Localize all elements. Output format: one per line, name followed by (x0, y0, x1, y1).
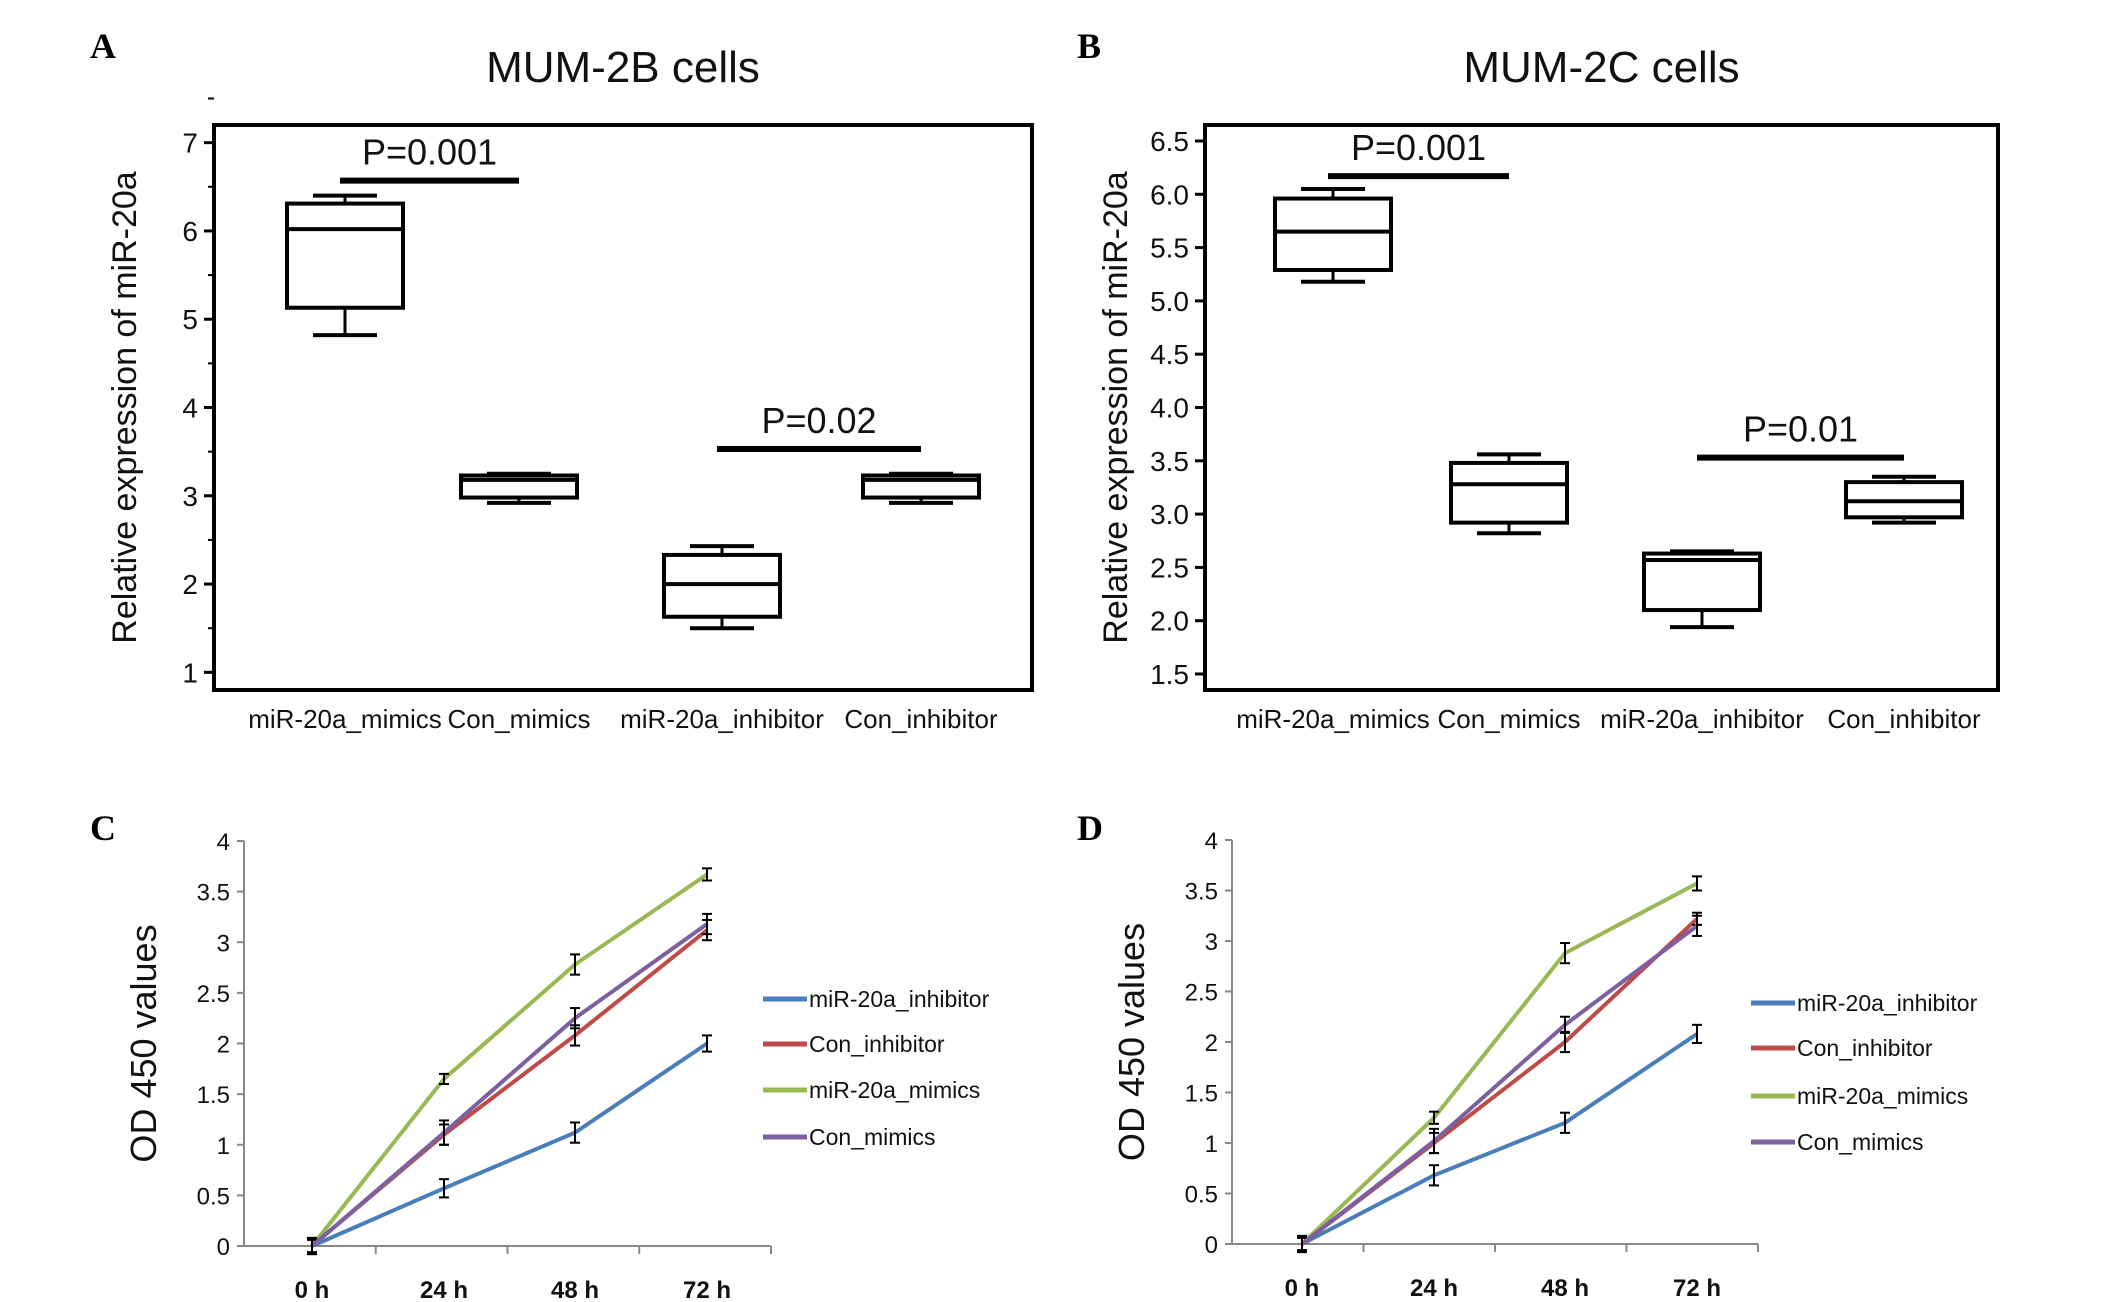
y-tick-label: 1 (1205, 1131, 1218, 1158)
y-tick-label: 1 (217, 1133, 230, 1160)
y-tick-label: 2.5 (197, 981, 230, 1008)
series-line (1301, 1032, 1699, 1246)
x-tick-label: 0 h (1285, 1275, 1320, 1302)
y-tick-label: 4 (1205, 828, 1218, 855)
x-tick-label: 0 h (295, 1277, 330, 1302)
legend-label: Con_inhibitor (1797, 1035, 1933, 1061)
y-tick-label: 1.5 (1150, 659, 1189, 690)
y-tick-label: 2.5 (1150, 552, 1189, 583)
series-line (1300, 924, 1699, 1246)
panel-a-boxplot: MUM-2B cells Relative expression of miR-2… (106, 43, 1034, 734)
y-tick-label: 3.5 (197, 880, 230, 907)
y-axis-label: Relative expression of miR-20a (106, 171, 144, 644)
y-tick-label: 1.5 (197, 1082, 230, 1109)
y-tick-label: 3.0 (1150, 499, 1189, 530)
p-value-label: P=0.02 (761, 400, 876, 441)
y-tick-label: 5.5 (1150, 233, 1189, 264)
panel-letter-d: D (1077, 808, 1103, 848)
y-tick-label: 1.5 (1185, 1081, 1218, 1108)
x-tick-label: Con_mimics (447, 704, 590, 734)
y-tick-label: 5 (182, 304, 198, 335)
y-axis-label: OD 450 values (1111, 923, 1152, 1161)
x-tick-label: 48 h (551, 1277, 599, 1302)
y-tick-label: 6 (182, 216, 198, 247)
x-tick-label: miR-20a_inhibitor (620, 704, 824, 734)
x-tick-label: Con_mimics (1437, 704, 1580, 734)
legend-label: Con_inhibitor (809, 1031, 945, 1057)
y-tick-label: 3 (1205, 929, 1218, 956)
y-tick-label: 5.0 (1150, 286, 1189, 317)
y-tick-label: 0 (217, 1234, 230, 1261)
series-line (1300, 881, 1698, 1246)
series-line (310, 928, 709, 1248)
y-tick-label: 2.5 (1185, 980, 1218, 1007)
legend-label: miR-20a_mimics (809, 1077, 980, 1103)
y-tick-label: 3 (217, 930, 230, 957)
y-tick-label: 4 (182, 393, 198, 424)
series-line (311, 1041, 709, 1248)
x-tick-label: 72 h (1673, 1275, 1721, 1302)
panel-b-boxplot: MUM-2C cells Relative expression of miR-2… (1097, 43, 2000, 734)
x-tick-label: miR-20a_mimics (1236, 704, 1430, 734)
x-tick-label: miR-20a_inhibitor (1600, 704, 1804, 734)
y-tick-label: 2 (1205, 1030, 1218, 1057)
y-tick-label: 4.0 (1150, 393, 1189, 424)
x-tick-label: 48 h (1541, 1275, 1589, 1302)
legend-label: miR-20a_mimics (1797, 1083, 1968, 1109)
y-tick-label: 1 (182, 657, 198, 688)
panel-c-line-chart: OD 450 values 0 0.5 1 1.5 2 2.5 3 3.5 4 0 h 24 h 48 … (123, 829, 990, 1302)
series-line (310, 872, 709, 1248)
legend-label: miR-20a_inhibitor (809, 986, 990, 1012)
y-tick-label: 7 (182, 128, 198, 159)
legend-label: miR-20a_inhibitor (1797, 990, 1978, 1016)
x-tick-label: 24 h (420, 1277, 468, 1302)
box-iqr (1273, 196, 1393, 272)
x-tick-label: Con_inhibitor (1827, 704, 1981, 734)
y-tick-label: 2 (182, 569, 198, 600)
legend-label: Con_mimics (809, 1124, 936, 1150)
y-tick-label: 3 (182, 481, 198, 512)
p-value-label: P=0.001 (362, 132, 497, 173)
x-tick-label: Con_inhibitor (844, 704, 998, 734)
legend-label: Con_mimics (1797, 1129, 1924, 1155)
y-tick-label: 3.5 (1150, 446, 1189, 477)
x-tick-label: miR-20a_mimics (248, 704, 442, 734)
p-value-label: P=0.01 (1743, 409, 1858, 450)
y-tick-label: 2.0 (1150, 606, 1189, 637)
y-tick-label: 0 (1205, 1232, 1218, 1259)
chart-title: MUM-2B cells (486, 43, 760, 92)
box-iqr (1642, 551, 1762, 613)
y-tick-label: 0.5 (1185, 1182, 1218, 1209)
y-tick-label: 6.5 (1150, 126, 1189, 157)
y-tick-label: 2 (217, 1032, 230, 1059)
box-iqr (1449, 460, 1569, 525)
panel-d-line-chart: OD 450 values 0 0.5 1 1.5 2 2.5 3 3.5 4 0 h 24 h 48 … (1111, 828, 1978, 1302)
x-tick-label: 24 h (1410, 1275, 1458, 1302)
y-tick-label: 6.0 (1150, 179, 1189, 210)
p-value-label: P=0.001 (1351, 127, 1486, 168)
y-axis-label: Relative expression of miR-20a (1097, 171, 1135, 644)
panel-letter-a: A (90, 26, 116, 66)
panel-letter-b: B (1077, 26, 1101, 66)
y-tick-label: 4.5 (1150, 339, 1189, 370)
y-tick-label: 0.5 (197, 1183, 230, 1210)
series-line (310, 922, 709, 1248)
x-tick-label: 72 h (683, 1277, 731, 1302)
y-tick-label: 3.5 (1185, 879, 1218, 906)
box-iqr (285, 201, 405, 310)
y-tick-label: 4 (217, 829, 230, 856)
panel-letter-c: C (90, 808, 116, 848)
y-axis-label: OD 450 values (123, 924, 164, 1162)
chart-title: MUM-2C cells (1463, 43, 1739, 92)
